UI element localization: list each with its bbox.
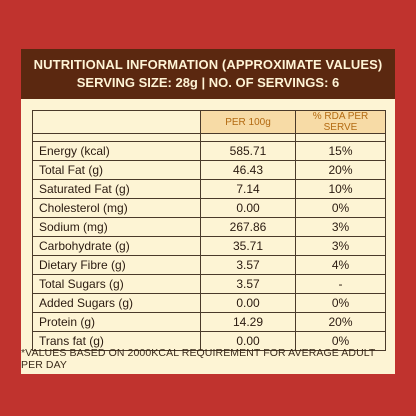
table-row: Trans fat (g) 0.00 0% — [32, 331, 386, 351]
rda-value: 20% — [295, 312, 386, 332]
per100g-value: 585.71 — [200, 141, 296, 161]
header-blank-cell — [32, 110, 201, 134]
table-row: Protein (g) 14.29 20% — [32, 312, 386, 332]
spacer-cell — [32, 133, 201, 142]
table-row: Sodium (mg) 267.86 3% — [32, 217, 386, 237]
rda-value: - — [295, 274, 386, 294]
per100g-value: 0.00 — [200, 198, 296, 218]
rda-value: 3% — [295, 236, 386, 256]
nutrient-name: Dietary Fibre (g) — [32, 255, 201, 275]
per100g-value: 0.00 — [200, 331, 296, 351]
rda-value: 4% — [295, 255, 386, 275]
rda-value: 0% — [295, 331, 386, 351]
rda-value: 20% — [295, 160, 386, 180]
per100g-value: 267.86 — [200, 217, 296, 237]
rda-value: 0% — [295, 198, 386, 218]
table-row: Dietary Fibre (g) 3.57 4% — [32, 255, 386, 275]
nutrient-name: Cholesterol (mg) — [32, 198, 201, 218]
nutrient-name: Protein (g) — [32, 312, 201, 332]
nutrient-name: Carbohydrate (g) — [32, 236, 201, 256]
nutrient-name: Total Sugars (g) — [32, 274, 201, 294]
serving-info: SERVING SIZE: 28g | NO. OF SERVINGS: 6 — [76, 75, 340, 90]
table-spacer-row — [32, 133, 386, 142]
nutrition-header: NUTRITIONAL INFORMATION (APPROXIMATE VAL… — [21, 49, 395, 99]
spacer-cell — [200, 133, 296, 142]
table-row: Saturated Fat (g) 7.14 10% — [32, 179, 386, 199]
table-row: Carbohydrate (g) 35.71 3% — [32, 236, 386, 256]
per100g-value: 3.57 — [200, 255, 296, 275]
nutrition-table: PER 100g % RDA PER SERVE Energy (kcal) 5… — [32, 110, 386, 351]
rda-value: 15% — [295, 141, 386, 161]
per100g-value: 7.14 — [200, 179, 296, 199]
nutrient-name: Saturated Fat (g) — [32, 179, 201, 199]
rda-value: 3% — [295, 217, 386, 237]
table-row: Added Sugars (g) 0.00 0% — [32, 293, 386, 313]
column-header-per100g: PER 100g — [200, 110, 296, 134]
nutrient-name: Energy (kcal) — [32, 141, 201, 161]
rda-value: 10% — [295, 179, 386, 199]
per100g-value: 3.57 — [200, 274, 296, 294]
rda-value: 0% — [295, 293, 386, 313]
column-header-rda: % RDA PER SERVE — [295, 110, 386, 134]
table-row: Cholesterol (mg) 0.00 0% — [32, 198, 386, 218]
nutrition-title: NUTRITIONAL INFORMATION (APPROXIMATE VAL… — [33, 57, 383, 72]
footnote: *VALUES BASED ON 2000KCAL REQUIREMENT FO… — [21, 347, 376, 371]
spacer-cell — [295, 133, 386, 142]
table-header-row: PER 100g % RDA PER SERVE — [32, 110, 386, 134]
per100g-value: 14.29 — [200, 312, 296, 332]
table-row: Total Sugars (g) 3.57 - — [32, 274, 386, 294]
nutrient-name: Sodium (mg) — [32, 217, 201, 237]
per100g-value: 35.71 — [200, 236, 296, 256]
nutrient-name: Trans fat (g) — [32, 331, 201, 351]
table-row: Energy (kcal) 585.71 15% — [32, 141, 386, 161]
nutrient-name: Added Sugars (g) — [32, 293, 201, 313]
per100g-value: 46.43 — [200, 160, 296, 180]
per100g-value: 0.00 — [200, 293, 296, 313]
nutrient-name: Total Fat (g) — [32, 160, 201, 180]
table-row: Total Fat (g) 46.43 20% — [32, 160, 386, 180]
